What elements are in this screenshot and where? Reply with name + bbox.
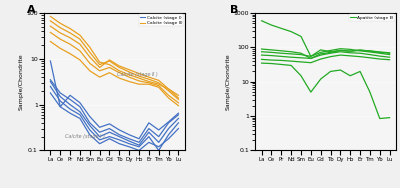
Legend: Calcite (stage Ⅰ), Calcite (stage Ⅱ): Calcite (stage Ⅰ), Calcite (stage Ⅱ) (139, 14, 184, 27)
Text: B: B (230, 5, 238, 15)
Y-axis label: Sample/Chondrite: Sample/Chondrite (226, 53, 231, 110)
Legend: Apatite (stage Ⅱ): Apatite (stage Ⅱ) (349, 14, 395, 21)
Text: Calcite (stage Ⅰ ): Calcite (stage Ⅰ ) (65, 134, 105, 139)
Y-axis label: Sample/Chondrite: Sample/Chondrite (18, 53, 23, 110)
Text: Calcite (stage Ⅱ ): Calcite (stage Ⅱ ) (117, 72, 158, 77)
Text: A: A (27, 5, 36, 15)
